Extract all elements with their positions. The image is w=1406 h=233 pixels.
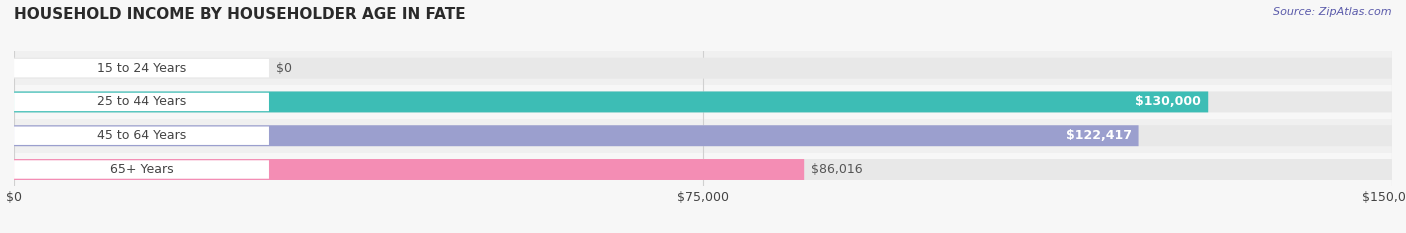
FancyBboxPatch shape [14, 159, 1392, 180]
Text: $0: $0 [276, 62, 292, 75]
FancyBboxPatch shape [14, 59, 269, 77]
Text: 65+ Years: 65+ Years [110, 163, 173, 176]
FancyBboxPatch shape [14, 159, 804, 180]
FancyBboxPatch shape [14, 125, 1139, 146]
Bar [14, 85, 1392, 119]
Text: $130,000: $130,000 [1136, 96, 1201, 108]
FancyBboxPatch shape [14, 92, 1392, 112]
FancyBboxPatch shape [14, 160, 269, 179]
FancyBboxPatch shape [14, 127, 269, 145]
Text: 25 to 44 Years: 25 to 44 Years [97, 96, 186, 108]
Text: 45 to 64 Years: 45 to 64 Years [97, 129, 186, 142]
FancyBboxPatch shape [14, 93, 269, 111]
FancyBboxPatch shape [14, 125, 1392, 146]
Text: $86,016: $86,016 [811, 163, 863, 176]
Bar [14, 119, 1392, 153]
FancyBboxPatch shape [14, 92, 1208, 112]
Text: 15 to 24 Years: 15 to 24 Years [97, 62, 186, 75]
Text: HOUSEHOLD INCOME BY HOUSEHOLDER AGE IN FATE: HOUSEHOLD INCOME BY HOUSEHOLDER AGE IN F… [14, 7, 465, 22]
Bar [14, 51, 1392, 85]
Text: $122,417: $122,417 [1066, 129, 1132, 142]
Text: Source: ZipAtlas.com: Source: ZipAtlas.com [1274, 7, 1392, 17]
Bar [14, 153, 1392, 186]
FancyBboxPatch shape [14, 58, 1392, 79]
